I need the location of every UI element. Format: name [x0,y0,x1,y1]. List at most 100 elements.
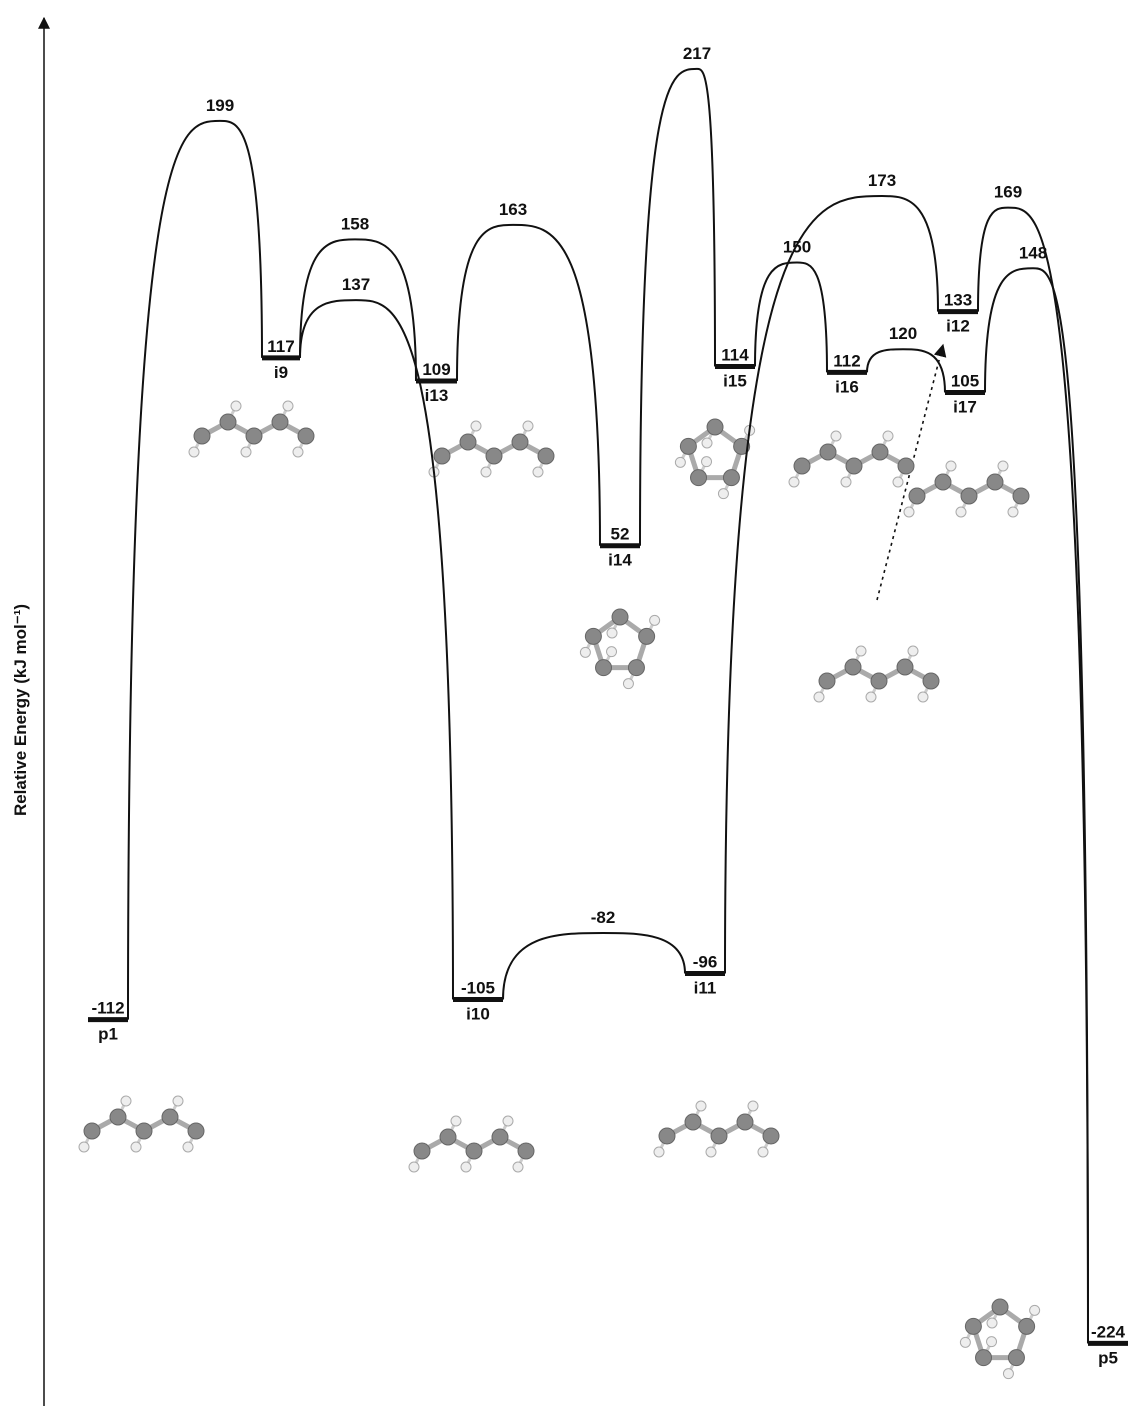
energy-label: 114 [721,346,749,365]
carbon-atom [596,660,612,676]
carbon-atom [1008,1350,1024,1366]
carbon-atom [763,1128,779,1144]
carbon-atom [512,434,528,450]
carbon-atom [518,1143,534,1159]
hydrogen-atom [1030,1305,1040,1315]
carbon-atom [685,1114,701,1130]
ts-energy-label: 148 [1019,243,1047,262]
carbon-atom [1019,1318,1035,1334]
hydrogen-atom [607,628,617,638]
hydrogen-atom [623,679,633,689]
axis-label: Relative Energy (kJ mol⁻¹) [11,604,30,816]
carbon-atom [794,458,810,474]
curves [128,69,1088,1343]
ts-energy-label: 217 [683,44,711,63]
hydrogen-atom [293,447,303,457]
ts-energy-label: 163 [499,200,527,219]
reaction-path [867,349,945,392]
carbon-atom [898,458,914,474]
carbon-atom [820,444,836,460]
species-label: i16 [835,377,859,396]
carbon-atom [628,660,644,676]
species-label: i13 [425,386,449,405]
carbon-atom [612,609,628,625]
hydrogen-atom [831,431,841,441]
reaction-path [457,225,600,546]
page: Relative Energy (kJ mol⁻¹) 199158137163-… [0,0,1138,1406]
species-label: i11 [694,978,717,997]
hydrogen-atom [748,1101,758,1111]
hydrogen-atom [841,477,851,487]
carbon-atom [976,1350,992,1366]
hydrogen-atom [908,646,918,656]
carbon-atom [585,628,601,644]
carbon-atom [909,488,925,504]
carbon-atom [434,448,450,464]
species-label: i12 [946,317,970,336]
carbon-atom [711,1128,727,1144]
reaction-path [985,268,1088,1343]
carbon-atom [691,470,707,486]
hydrogen-atom [960,1337,970,1347]
hydrogen-atom [987,1337,997,1347]
carbon-atom [871,673,887,689]
carbon-atom [659,1128,675,1144]
hydrogen-atom [503,1116,513,1126]
hydrogen-atom [481,467,491,477]
hydrogen-atom [283,401,293,411]
hydrogen-atom [718,489,728,499]
reaction-path [725,196,938,973]
hydrogen-atom [231,401,241,411]
energy-label: 112 [833,351,860,370]
carbon-atom [492,1129,508,1145]
hydrogen-atom [883,431,893,441]
species-label: i15 [723,372,747,391]
carbon-atom [680,438,696,454]
hydrogen-atom [580,647,590,657]
energy-diagram: Relative Energy (kJ mol⁻¹) 199158137163-… [0,0,1138,1406]
hydrogen-atom [173,1096,183,1106]
carbon-atom [298,428,314,444]
hydrogen-atom [893,477,903,487]
ts-energy-label: 158 [341,214,369,233]
carbon-atom [110,1109,126,1125]
ts-energy-label: 120 [889,324,917,343]
hydrogen-atom [675,457,685,467]
carbon-atom [84,1123,100,1139]
hydrogen-atom [533,467,543,477]
hydrogen-atom [523,421,533,431]
hydrogen-atom [702,438,712,448]
reaction-path [300,239,416,381]
carbon-atom [872,444,888,460]
species-label: i14 [608,551,632,570]
hydrogen-atom [706,1147,716,1157]
carbon-atom [1013,488,1029,504]
reaction-path [755,263,827,373]
carbon-atom [194,428,210,444]
hydrogen-atom [461,1162,471,1172]
ts-energy-label: -82 [591,908,616,927]
energy-label: -112 [91,999,124,1018]
hydrogen-atom [654,1147,664,1157]
hydrogen-atom [189,447,199,457]
carbon-atom [466,1143,482,1159]
hydrogen-atom [956,507,966,517]
carbon-atom [987,474,1003,490]
ts-energy-label: 169 [994,183,1022,202]
hydrogen-atom [241,447,251,457]
hydrogen-atom [918,692,928,702]
hydrogen-atom [946,461,956,471]
carbon-atom [897,659,913,675]
hydrogen-atom [1008,507,1018,517]
species-label: i9 [274,363,288,382]
carbon-atom [961,488,977,504]
species-label: p1 [98,1025,118,1044]
carbon-atom [486,448,502,464]
carbon-atom [414,1143,430,1159]
energy-label: 109 [422,360,450,379]
carbon-atom [220,414,236,430]
ts-energy-label: 199 [206,96,234,115]
carbon-atom [992,1299,1008,1315]
hydrogen-atom [987,1318,997,1328]
hydrogen-atom [1003,1369,1013,1379]
